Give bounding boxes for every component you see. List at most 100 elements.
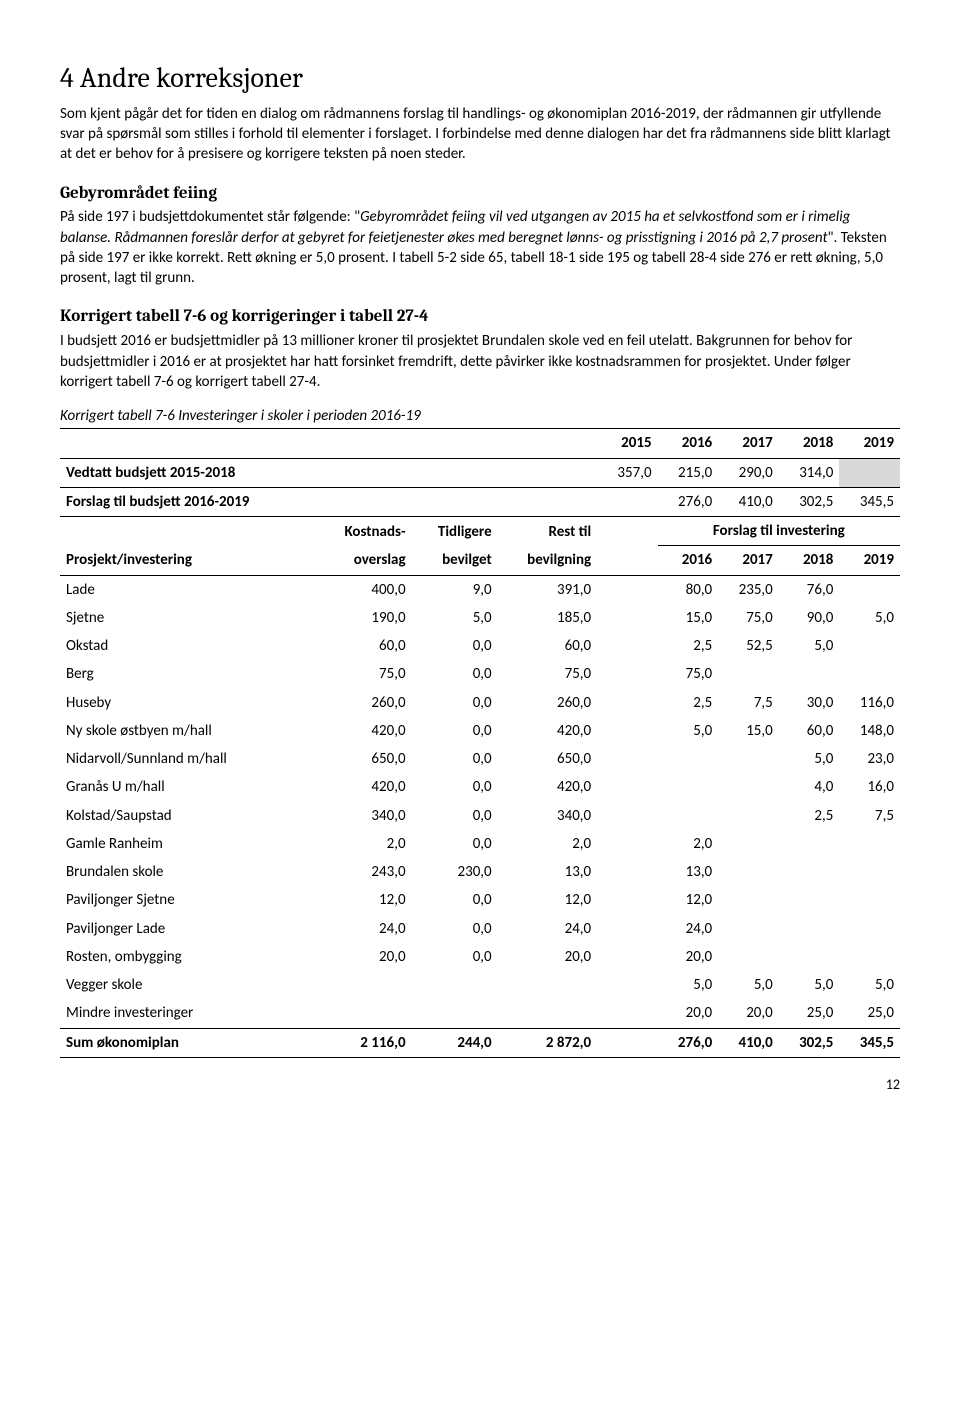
cell xyxy=(779,915,840,943)
table-row: Okstad60,00,060,02,552,55,0 xyxy=(60,632,900,660)
cell: 20,0 xyxy=(658,943,719,971)
cell: 276,0 xyxy=(658,487,719,516)
cell: 116,0 xyxy=(839,689,900,717)
cell xyxy=(718,886,779,914)
table-row: Lade400,09,0391,080,0235,076,0 xyxy=(60,575,900,604)
cell: 420,0 xyxy=(316,773,412,801)
cell: 2 116,0 xyxy=(316,1028,412,1057)
cell: 0,0 xyxy=(412,915,498,943)
col-header: Rest til xyxy=(498,517,598,546)
cell: 0,0 xyxy=(412,830,498,858)
cell: 244,0 xyxy=(412,1028,498,1057)
cell: 5,0 xyxy=(839,604,900,632)
cell xyxy=(718,773,779,801)
cell: 2,5 xyxy=(658,689,719,717)
cell: 60,0 xyxy=(779,717,840,745)
table-row: Vegger skole5,05,05,05,0 xyxy=(60,971,900,999)
cell xyxy=(839,660,900,688)
table-row: Berg75,00,075,075,0 xyxy=(60,660,900,688)
cell: 16,0 xyxy=(839,773,900,801)
cell: 75,0 xyxy=(658,660,719,688)
cell: 2,5 xyxy=(658,632,719,660)
cell: 2,0 xyxy=(316,830,412,858)
cell: 0,0 xyxy=(412,745,498,773)
cell: 75,0 xyxy=(316,660,412,688)
blank-cell xyxy=(60,429,316,458)
cell: 60,0 xyxy=(498,632,598,660)
cell xyxy=(718,915,779,943)
intro-paragraph: Som kjent pågår det for tiden en dialog … xyxy=(60,104,900,165)
cell: 15,0 xyxy=(658,604,719,632)
cell: 314,0 xyxy=(779,458,840,487)
cell: 650,0 xyxy=(498,745,598,773)
cell: 12,0 xyxy=(658,886,719,914)
cell: 410,0 xyxy=(718,1028,779,1057)
blank-cell xyxy=(316,429,412,458)
cell: 90,0 xyxy=(779,604,840,632)
year-header: 2015 xyxy=(597,429,657,458)
col-header: Tidligere xyxy=(412,517,498,546)
cell xyxy=(839,575,900,604)
cell xyxy=(779,660,840,688)
cell: 7,5 xyxy=(718,689,779,717)
cell xyxy=(316,999,412,1028)
cell: 5,0 xyxy=(839,971,900,999)
cell xyxy=(718,802,779,830)
cell xyxy=(839,943,900,971)
cell: 2 872,0 xyxy=(498,1028,598,1057)
cell xyxy=(839,632,900,660)
table-caption: Korrigert tabell 7-6 Investeringer i sko… xyxy=(60,406,900,426)
year-header: 2017 xyxy=(718,546,779,575)
cell: 5,0 xyxy=(779,971,840,999)
cell: 345,5 xyxy=(839,1028,900,1057)
section-1-para: På side 197 i budsjettdokumentet står fø… xyxy=(60,207,900,288)
cell xyxy=(718,943,779,971)
cell: 260,0 xyxy=(498,689,598,717)
row-name: Sjetne xyxy=(60,604,316,632)
year-header: 2019 xyxy=(839,429,900,458)
cell xyxy=(839,830,900,858)
cell xyxy=(498,971,598,999)
year-header: 2018 xyxy=(779,546,840,575)
cell: 23,0 xyxy=(839,745,900,773)
cell xyxy=(718,858,779,886)
cell: 0,0 xyxy=(412,632,498,660)
cell: 24,0 xyxy=(498,915,598,943)
row-name: Okstad xyxy=(60,632,316,660)
table-row: Huseby260,00,0260,02,57,530,0116,0 xyxy=(60,689,900,717)
cell xyxy=(718,745,779,773)
cell xyxy=(412,971,498,999)
cell xyxy=(498,999,598,1028)
row-name: Mindre investeringer xyxy=(60,999,316,1028)
cell: 2,0 xyxy=(658,830,719,858)
cell: 0,0 xyxy=(412,802,498,830)
table-row: Nidarvoll/Sunnland m/hall650,00,0650,05,… xyxy=(60,745,900,773)
cell: 302,5 xyxy=(779,1028,840,1057)
year-header: 2016 xyxy=(658,546,719,575)
cell xyxy=(839,886,900,914)
cell: 20,0 xyxy=(498,943,598,971)
cell: 410,0 xyxy=(718,487,779,516)
table-row: Granås U m/hall420,00,0420,04,016,0 xyxy=(60,773,900,801)
cell: 243,0 xyxy=(316,858,412,886)
shaded-cell xyxy=(839,458,900,487)
cell: 391,0 xyxy=(498,575,598,604)
table-row: Brundalen skole243,0230,013,013,0 xyxy=(60,858,900,886)
cell xyxy=(839,858,900,886)
page-number: 12 xyxy=(60,1076,900,1095)
section-2-para: I budsjett 2016 er budsjettmidler på 13 … xyxy=(60,331,900,392)
cell xyxy=(779,858,840,886)
cell: 12,0 xyxy=(316,886,412,914)
cell: 75,0 xyxy=(718,604,779,632)
cell xyxy=(779,943,840,971)
cell: 30,0 xyxy=(779,689,840,717)
cell: 0,0 xyxy=(412,886,498,914)
col-header: bevilgning xyxy=(498,546,598,575)
cell xyxy=(839,915,900,943)
cell: 13,0 xyxy=(498,858,598,886)
row-name: Nidarvoll/Sunnland m/hall xyxy=(60,745,316,773)
cell: 20,0 xyxy=(718,999,779,1028)
cell: 13,0 xyxy=(658,858,719,886)
table-row: Rosten, ombygging20,00,020,020,0 xyxy=(60,943,900,971)
row-name: Paviljonger Sjetne xyxy=(60,886,316,914)
